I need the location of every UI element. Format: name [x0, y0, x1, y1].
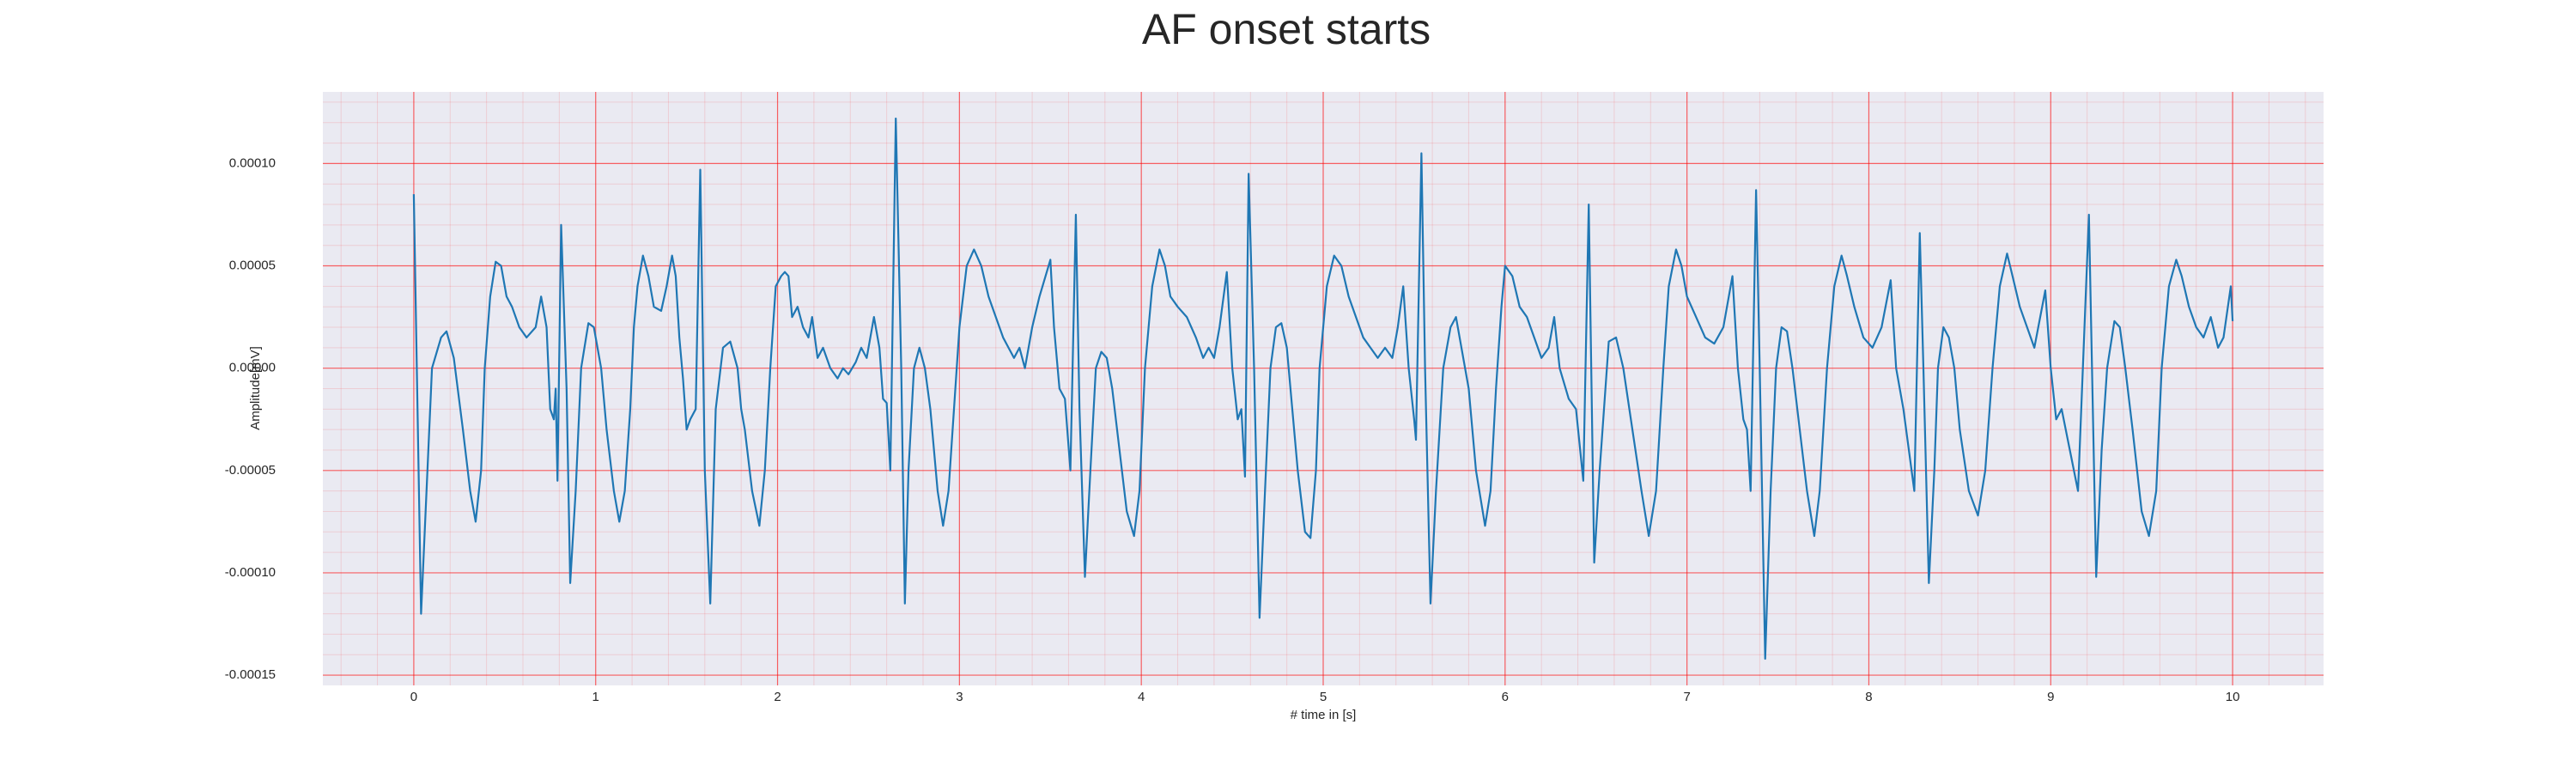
chart-title: AF onset starts [1142, 5, 1431, 53]
x-tick-label: 3 [956, 690, 963, 704]
x-tick-label: 2 [774, 690, 781, 704]
signal-line [412, 117, 2234, 660]
y-tick-label: 0.00010 [229, 155, 276, 170]
y-tick-label: 0.00005 [229, 259, 276, 273]
x-tick-label: 1 [592, 690, 599, 704]
x-axis-label: # time in [s] [1291, 708, 1357, 722]
x-tick-label: 0 [410, 690, 417, 704]
y-tick-label: -0.00005 [225, 463, 276, 478]
x-tick-label: 7 [1683, 690, 1690, 704]
y-tick-label: -0.00010 [225, 565, 276, 580]
y-axis-label: Amplitude[mV] [248, 346, 263, 430]
x-tick-label: 9 [2047, 690, 2054, 704]
y-tick-label: -0.00015 [225, 667, 276, 682]
x-tick-label: 6 [1502, 690, 1509, 704]
x-tick-label: 10 [2226, 690, 2240, 704]
y-tick-label: 0.00000 [229, 361, 276, 375]
x-tick-label: 5 [1320, 690, 1327, 704]
x-tick-label: 4 [1138, 690, 1145, 704]
x-tick-label: 8 [1865, 690, 1872, 704]
